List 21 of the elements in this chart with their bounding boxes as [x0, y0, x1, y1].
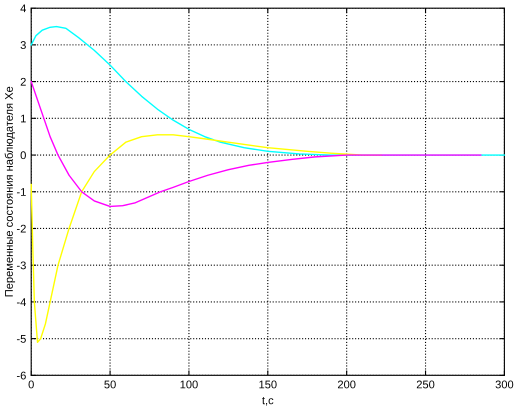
x-tick-label: 150 — [259, 380, 277, 388]
y-tick-label: -5 — [16, 335, 26, 343]
x-tick-label: 200 — [338, 380, 356, 388]
y-tick-label: -3 — [16, 261, 26, 270]
line-series — [30, 80, 482, 208]
x-tick-label: 300 — [496, 380, 514, 388]
y-tick-label: 3 — [20, 41, 26, 50]
x-tick-label: 250 — [416, 380, 434, 388]
y-tick-label: -4 — [16, 298, 26, 306]
y-tick-label: -2 — [16, 224, 26, 233]
x-axis-title: t,c — [262, 397, 274, 406]
y-tick-label: 4 — [20, 4, 26, 12]
y-tick-label: 1 — [21, 114, 26, 122]
y-tick-label: -6 — [16, 372, 26, 380]
y-tick-label: 0 — [20, 151, 26, 160]
x-tick-label: 0 — [28, 380, 34, 388]
x-tick-label: 100 — [180, 380, 198, 388]
y-tick-label: 2 — [20, 78, 26, 86]
x-tick-label: 50 — [104, 380, 116, 388]
y-tick-label: -1 — [16, 188, 26, 196]
y-axis-title: Переменные состояния наблюдателя Xe — [4, 86, 16, 296]
